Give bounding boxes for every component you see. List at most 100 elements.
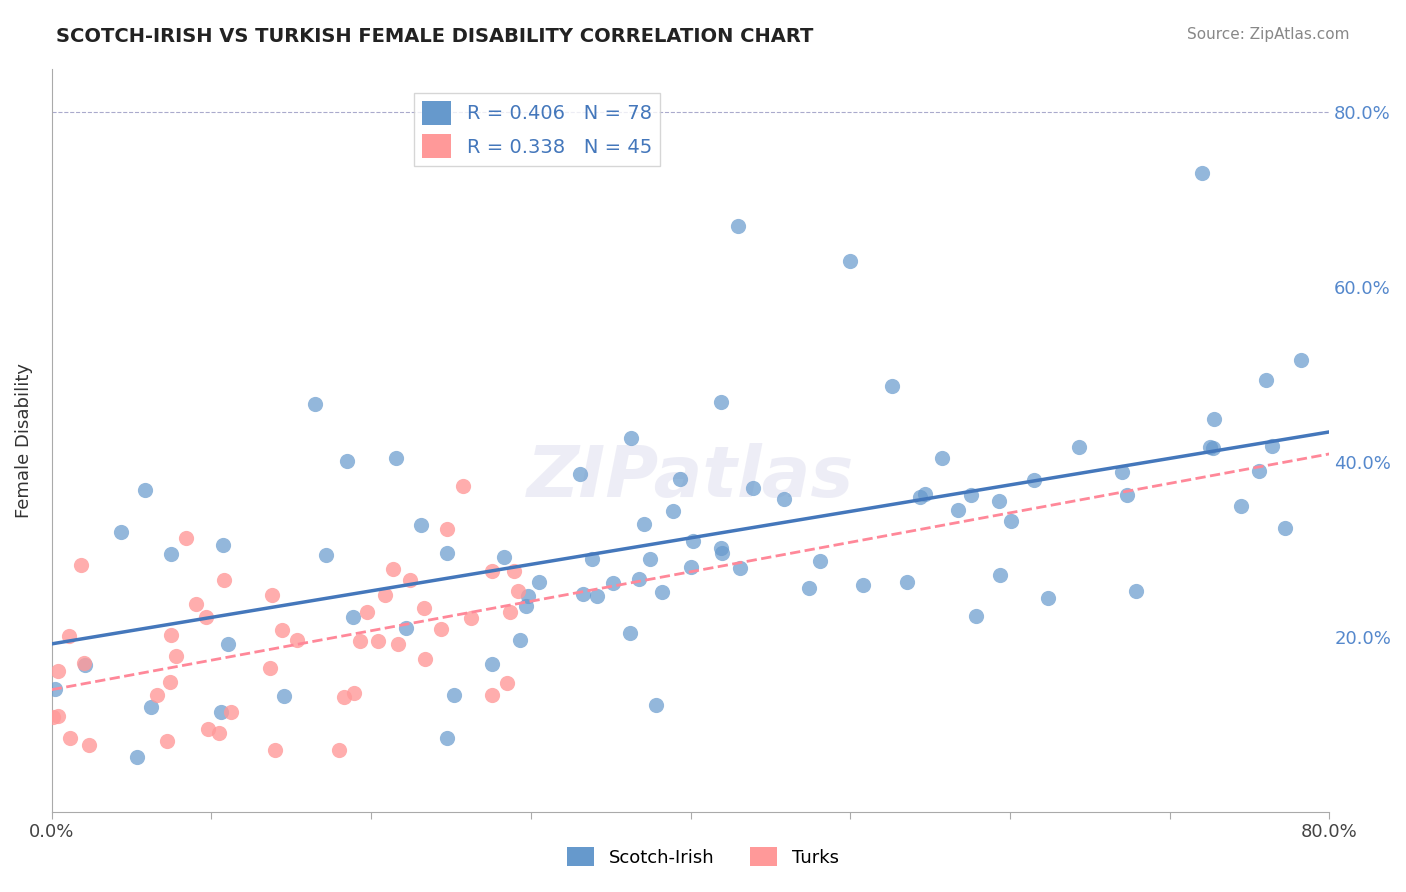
Scotch-Irish <box>1038 591 1060 605</box>
Scotch-Irish <box>217 637 239 651</box>
Scotch-Irish <box>960 487 983 501</box>
Scotch-Irish <box>44 681 66 696</box>
Scotch-Irish <box>1289 352 1312 367</box>
Turks <box>412 600 434 615</box>
Turks <box>58 629 80 643</box>
Turks <box>214 573 236 587</box>
Scotch-Irish <box>581 551 603 566</box>
Turks <box>146 688 169 702</box>
Turks <box>367 634 389 648</box>
Turks <box>156 734 179 748</box>
Scotch-Irish <box>896 575 918 590</box>
Turks <box>259 661 281 675</box>
Turks <box>264 743 287 757</box>
Scotch-Irish <box>515 599 537 613</box>
Scotch-Irish <box>75 657 97 672</box>
Scotch-Irish <box>1202 412 1225 426</box>
Turks <box>165 649 187 664</box>
Turks <box>197 722 219 736</box>
Turks <box>262 588 284 602</box>
Scotch-Irish <box>134 483 156 498</box>
Scotch-Irish <box>668 472 690 486</box>
Scotch-Irish <box>988 568 1011 582</box>
Turks <box>70 558 93 572</box>
Scotch-Irish <box>273 690 295 704</box>
Scotch-Irish <box>1249 464 1271 478</box>
Scotch-Irish <box>509 632 531 647</box>
Turks <box>271 624 294 638</box>
Turks <box>398 573 420 587</box>
Scotch-Irish <box>1254 373 1277 387</box>
Scotch-Irish <box>651 585 673 599</box>
Scotch-Irish <box>633 516 655 531</box>
Scotch-Irish <box>409 518 432 533</box>
Turks <box>356 605 378 619</box>
Scotch-Irish <box>619 626 641 640</box>
Turks <box>503 564 526 578</box>
Scotch-Irish <box>342 609 364 624</box>
Scotch-Irish <box>1111 465 1133 479</box>
Scotch-Irish <box>443 688 465 702</box>
Turks <box>174 531 197 545</box>
Scotch-Irish <box>628 572 651 586</box>
Turks <box>451 479 474 493</box>
Scotch-Irish <box>209 705 232 719</box>
Scotch-Irish <box>727 219 749 233</box>
Legend: Scotch-Irish, Turks: Scotch-Irish, Turks <box>560 840 846 874</box>
Turks <box>481 688 503 702</box>
Scotch-Irish <box>808 554 831 568</box>
Turks <box>184 597 207 611</box>
Turks <box>160 628 183 642</box>
Scotch-Irish <box>773 492 796 507</box>
Scotch-Irish <box>304 397 326 411</box>
Scotch-Irish <box>839 253 862 268</box>
Scotch-Irish <box>602 576 624 591</box>
Scotch-Irish <box>394 621 416 635</box>
Scotch-Irish <box>160 547 183 561</box>
Turks <box>374 589 396 603</box>
Turks <box>349 634 371 648</box>
Scotch-Irish <box>385 450 408 465</box>
Turks <box>328 743 350 757</box>
Scotch-Irish <box>315 548 337 562</box>
Turks <box>46 709 69 723</box>
Turks <box>46 665 69 679</box>
Scotch-Irish <box>730 561 752 575</box>
Scotch-Irish <box>1125 583 1147 598</box>
Turks <box>481 564 503 578</box>
Turks <box>194 610 217 624</box>
Scotch-Irish <box>1022 473 1045 487</box>
Scotch-Irish <box>110 524 132 539</box>
Scotch-Irish <box>336 453 359 467</box>
Turks <box>506 583 529 598</box>
Scotch-Irish <box>1000 514 1022 528</box>
Scotch-Irish <box>436 546 458 560</box>
Turks <box>159 675 181 690</box>
Scotch-Irish <box>965 609 987 624</box>
Scotch-Irish <box>481 657 503 672</box>
Scotch-Irish <box>212 538 235 552</box>
Scotch-Irish <box>586 589 609 603</box>
Scotch-Irish <box>1274 521 1296 535</box>
Text: ZIPatlas: ZIPatlas <box>527 442 855 512</box>
Scotch-Irish <box>931 450 953 465</box>
Turks <box>208 726 231 740</box>
Scotch-Irish <box>492 550 515 565</box>
Scotch-Irish <box>517 589 540 603</box>
Turks <box>460 611 482 625</box>
Scotch-Irish <box>127 750 149 764</box>
Turks <box>413 652 436 666</box>
Scotch-Irish <box>529 575 551 590</box>
Turks <box>430 623 453 637</box>
Scotch-Irish <box>1116 488 1139 502</box>
Scotch-Irish <box>709 395 731 409</box>
Turks <box>221 705 243 719</box>
Scotch-Irish <box>1199 440 1222 454</box>
Scotch-Irish <box>1067 440 1090 454</box>
Scotch-Irish <box>852 578 875 592</box>
Scotch-Irish <box>571 587 593 601</box>
Scotch-Irish <box>711 546 734 560</box>
Turks <box>343 686 366 700</box>
Scotch-Irish <box>987 494 1010 508</box>
Scotch-Irish <box>908 491 931 505</box>
